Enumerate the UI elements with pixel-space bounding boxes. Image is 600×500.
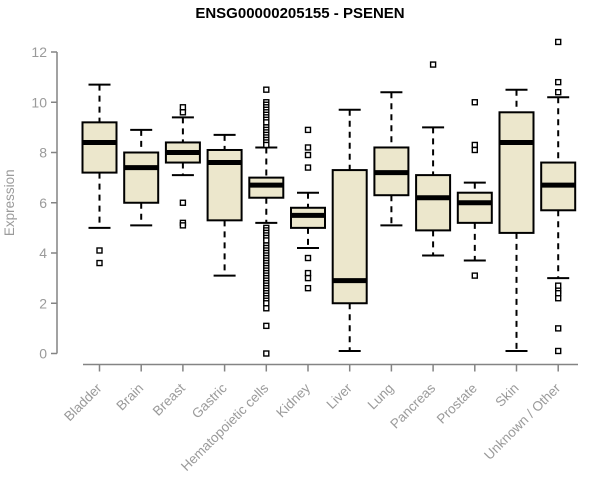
x-tick-label-lung: Lung (365, 381, 397, 413)
box-skin (498, 88, 535, 352)
box-prostate (456, 99, 493, 279)
x-tick-label-breast: Breast (150, 380, 188, 418)
outlier-kidney (304, 284, 312, 292)
iqr-box-brain (123, 151, 160, 204)
box-brain (123, 128, 160, 227)
x-tick-label-gastric: Gastric (189, 380, 230, 421)
outlier-unknown-other (555, 38, 562, 46)
iqr-box-liver (331, 169, 368, 305)
y-tick-label: 2 (39, 295, 47, 311)
box-liver (331, 108, 368, 352)
outlier-prostate (471, 272, 478, 279)
chart-title: ENSG00000205155 - PSENEN (195, 5, 404, 22)
outlier-kidney (304, 126, 312, 134)
outlier-breast (179, 222, 187, 229)
box-lung (373, 91, 410, 227)
y-axis-title: Expression (2, 169, 17, 236)
box-breast (164, 104, 201, 229)
x-tick-label-kidney: Kidney (273, 380, 313, 420)
x-tick-label-prostate: Prostate (434, 381, 480, 427)
x-tick-label-brain: Brain (113, 381, 146, 414)
box-kidney (290, 126, 326, 292)
iqr-box-skin (498, 111, 535, 234)
y-tick-label: 4 (39, 245, 47, 261)
outlier-prostate (471, 146, 478, 154)
outlier-kidney (304, 164, 312, 171)
box-gastric (206, 133, 243, 277)
outlier-hematopoietic-cells (263, 141, 270, 149)
x-tick-label-bladder: Bladder (61, 380, 105, 424)
y-tick-label: 0 (39, 346, 47, 362)
iqr-box-pancreas (415, 174, 452, 232)
outlier-kidney (304, 144, 312, 151)
outlier-kidney (304, 151, 312, 159)
x-tick-label-skin: Skin (492, 381, 521, 410)
y-tick-label: 10 (31, 94, 47, 110)
outlier-bladder (96, 247, 103, 254)
outlier-prostate (471, 99, 478, 106)
y-tick-label: 12 (31, 44, 47, 60)
outlier-hematopoietic-cells (263, 322, 270, 330)
iqr-box-prostate (456, 191, 493, 224)
x-tick-label-liver: Liver (324, 380, 356, 412)
y-tick-label: 8 (39, 145, 47, 161)
outlier-breast (179, 104, 187, 111)
outlier-hematopoietic-cells (263, 305, 270, 312)
outlier-unknown-other (555, 282, 562, 289)
outlier-hematopoietic-cells (263, 237, 270, 244)
outlier-unknown-other (555, 88, 562, 96)
iqr-box-bladder (81, 121, 118, 174)
outlier-unknown-other (555, 295, 562, 302)
x-tick-label-unknown-other: Unknown / Other (481, 380, 564, 463)
x-tick-label-pancreas: Pancreas (387, 380, 438, 431)
outlier-unknown-other (555, 78, 562, 86)
y-tick-label: 6 (39, 195, 47, 211)
outlier-hematopoietic-cells (263, 350, 270, 357)
outlier-hematopoietic-cells (263, 119, 270, 126)
outlier-kidney (304, 274, 312, 282)
box-pancreas (415, 61, 452, 257)
box-bladder (81, 83, 118, 267)
box-hematopoietic-cells (248, 86, 285, 357)
outlier-prostate (471, 141, 478, 149)
outlier-pancreas (429, 61, 437, 68)
iqr-box-kidney (290, 206, 326, 229)
outlier-unknown-other (555, 347, 562, 355)
box-unknown-other (540, 38, 577, 355)
outlier-kidney (304, 254, 312, 262)
outlier-breast (179, 199, 187, 206)
plot-area: 0 2 4 6 8 10 12 Expression Bladder Brain Breast Gas… (2, 38, 578, 474)
outlier-hematopoietic-cells (263, 86, 270, 93)
outlier-bladder (96, 259, 103, 267)
outlier-kidney (304, 269, 312, 277)
outlier-hematopoietic-cells (263, 300, 270, 307)
iqr-box-hematopoietic-cells (248, 176, 285, 199)
outlier-unknown-other (555, 290, 562, 297)
outlier-breast (179, 109, 187, 116)
outlier-unknown-other (555, 325, 562, 332)
